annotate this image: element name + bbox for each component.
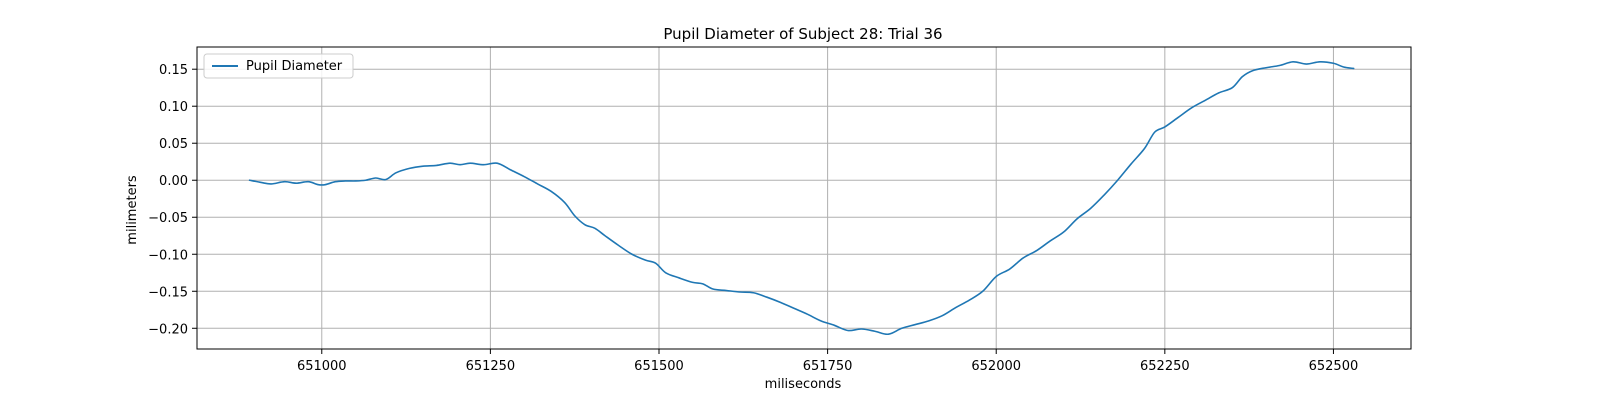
x-tick-label: 651250 [466,359,516,374]
grid [197,47,1411,349]
y-axis-ticks: −0.20 −0.15 −0.10 −0.05 0.00 0.05 0.10 0.15 [148,63,197,337]
x-tick-label: 652500 [1309,359,1359,374]
legend-label: Pupil Diameter [246,59,343,74]
y-tick-label: 0.05 [159,137,188,152]
y-tick-label: 0.00 [159,174,188,189]
x-tick-label: 651500 [634,359,684,374]
y-tick-label: −0.10 [148,248,188,263]
x-tick-label: 651000 [297,359,347,374]
x-axis-ticks: 651000 651250 651500 651750 652000 652250 6525… [297,349,1358,374]
x-tick-label: 652000 [971,359,1021,374]
chart-title: Pupil Diameter of Subject 28: Trial 36 [663,25,942,43]
y-tick-label: 0.15 [159,63,188,78]
y-axis-title: milimeters [125,175,140,245]
x-tick-label: 652250 [1140,359,1190,374]
plot-frame [196,46,1412,350]
y-tick-label: −0.05 [148,211,188,226]
y-tick-label: 0.10 [159,100,188,115]
legend-box [203,53,354,79]
y-tick-label: −0.20 [148,322,188,337]
series-layer [248,60,1355,336]
legend: Pupil Diameter [203,53,354,79]
x-axis-title: miliseconds [765,377,842,392]
y-tick-label: −0.15 [148,285,188,300]
x-tick-label: 651750 [803,359,853,374]
series-line-pupil-diameter [248,60,1355,336]
